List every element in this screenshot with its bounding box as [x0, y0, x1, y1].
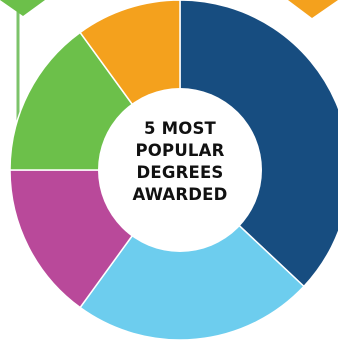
chart-title-line-4: AWARDED [132, 185, 228, 204]
chart-title-line-2: POPULAR [135, 141, 225, 160]
donut-slice-2 [79, 168, 305, 341]
donut-slices [9, 0, 338, 341]
donut-slice-1 [179, 0, 338, 288]
donut-hole [98, 88, 262, 252]
top-right-orange-tab [288, 0, 338, 18]
chart-title-line-1: 5 MOST [143, 119, 216, 138]
top-left-green-tab [0, 0, 45, 16]
chart-title: 5 MOST POPULAR DEGREES AWARDED [100, 118, 260, 206]
chart-title-line-3: DEGREES [136, 163, 224, 182]
